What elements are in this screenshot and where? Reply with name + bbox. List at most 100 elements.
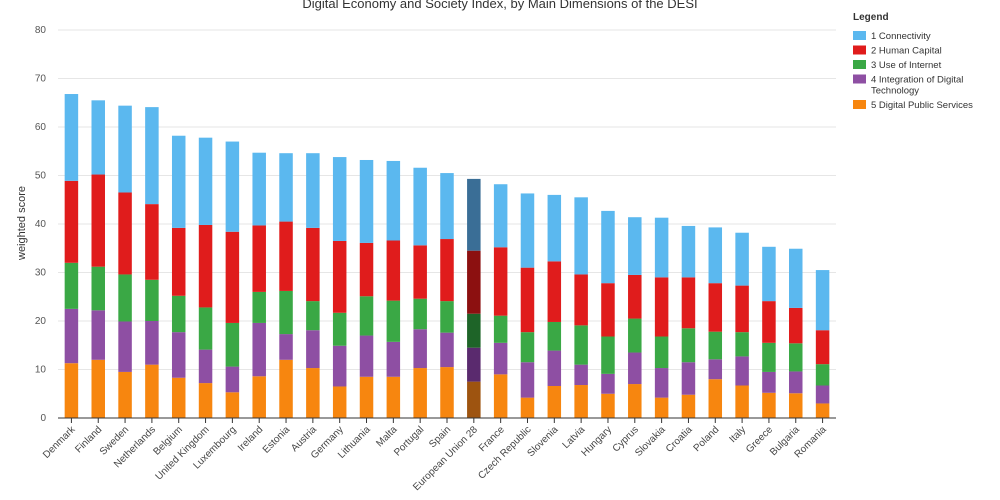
bar-segment[interactable]: [225, 392, 240, 418]
bar-segment[interactable]: [520, 362, 535, 398]
bar-segment[interactable]: [547, 350, 562, 386]
bar-segment[interactable]: [225, 322, 240, 367]
bar-segment[interactable]: [118, 105, 132, 193]
bar-segment[interactable]: [413, 167, 427, 246]
bar-segment[interactable]: [681, 277, 696, 329]
bar-segment[interactable]: [359, 376, 374, 418]
bar-segment[interactable]: [225, 366, 240, 393]
bar-segment[interactable]: [306, 368, 320, 418]
bar-segment[interactable]: [681, 394, 696, 418]
bar-segment[interactable]: [815, 330, 830, 365]
bar-segment[interactable]: [332, 240, 347, 313]
bar-segment[interactable]: [628, 318, 642, 353]
bar-segment[interactable]: [735, 232, 749, 286]
bar-segment[interactable]: [654, 368, 669, 398]
bar-segment[interactable]: [64, 94, 79, 181]
bar-segment[interactable]: [145, 107, 159, 205]
bar-segment[interactable]: [332, 312, 347, 346]
bar-segment[interactable]: [64, 363, 79, 418]
bar-segment[interactable]: [279, 359, 293, 418]
bar-segment[interactable]: [413, 298, 427, 330]
bar-segment[interactable]: [306, 227, 320, 302]
bar-segment[interactable]: [225, 141, 240, 232]
bar-segment[interactable]: [198, 224, 213, 308]
bar-segment[interactable]: [332, 345, 347, 387]
legend-label[interactable]: 4 Integration of Digital Technology: [871, 75, 963, 97]
bar-segment[interactable]: [762, 301, 776, 343]
bar-segment[interactable]: [493, 342, 508, 375]
bar-segment[interactable]: [601, 393, 615, 418]
bar-segment[interactable]: [145, 204, 159, 280]
bar-segment[interactable]: [386, 240, 401, 301]
bar-segment[interactable]: [574, 325, 588, 365]
bar-segment[interactable]: [628, 384, 642, 418]
bar-segment[interactable]: [279, 221, 293, 291]
bar-segment[interactable]: [520, 267, 535, 333]
bar-segment[interactable]: [440, 301, 454, 333]
bar-segment[interactable]: [91, 174, 105, 267]
bar-segment[interactable]: [91, 310, 105, 360]
bar-segment[interactable]: [547, 261, 562, 322]
bar-segment[interactable]: [520, 397, 535, 418]
bar-segment[interactable]: [654, 397, 669, 418]
bar-segment[interactable]: [467, 250, 481, 314]
bar-segment[interactable]: [789, 343, 803, 372]
bar-segment[interactable]: [118, 321, 132, 372]
bar-segment[interactable]: [91, 266, 105, 311]
bar-segment[interactable]: [467, 313, 481, 348]
bar-segment[interactable]: [145, 321, 159, 365]
bar-segment[interactable]: [681, 328, 696, 363]
bar-segment[interactable]: [252, 291, 266, 323]
bar-segment[interactable]: [520, 193, 535, 268]
bar-segment[interactable]: [252, 225, 266, 292]
bar-segment[interactable]: [252, 376, 266, 418]
bar-segment[interactable]: [762, 342, 776, 372]
bar-segment[interactable]: [386, 341, 401, 377]
bar-segment[interactable]: [359, 296, 374, 336]
bar-segment[interactable]: [789, 248, 803, 308]
bar-segment[interactable]: [440, 173, 454, 240]
bar-segment[interactable]: [601, 210, 615, 284]
bar-segment[interactable]: [789, 307, 803, 344]
bar-segment[interactable]: [413, 245, 427, 299]
bar-segment[interactable]: [815, 403, 830, 418]
bar-segment[interactable]: [735, 385, 749, 418]
bar-segment[interactable]: [279, 290, 293, 335]
bar-segment[interactable]: [413, 329, 427, 369]
bar-segment[interactable]: [735, 285, 749, 333]
bar-segment[interactable]: [493, 247, 508, 316]
bar-segment[interactable]: [198, 383, 213, 418]
bar-segment[interactable]: [252, 322, 266, 377]
bar-segment[interactable]: [815, 270, 830, 331]
bar-segment[interactable]: [681, 362, 696, 395]
bar-segment[interactable]: [198, 349, 213, 384]
bar-segment[interactable]: [386, 300, 401, 342]
bar-segment[interactable]: [735, 332, 749, 357]
bar-segment[interactable]: [386, 160, 401, 241]
bar-segment[interactable]: [413, 368, 427, 418]
bar-segment[interactable]: [708, 227, 723, 284]
bar-segment[interactable]: [198, 307, 213, 350]
bar-segment[interactable]: [520, 332, 535, 363]
bar-segment[interactable]: [359, 159, 374, 243]
bar-segment[interactable]: [171, 377, 186, 418]
bar-segment[interactable]: [171, 295, 186, 333]
bar-segment[interactable]: [118, 192, 132, 275]
bar-segment[interactable]: [493, 374, 508, 418]
bar-segment[interactable]: [708, 331, 723, 360]
bar-segment[interactable]: [628, 274, 642, 319]
bar-segment[interactable]: [359, 242, 374, 297]
bar-segment[interactable]: [574, 274, 588, 326]
legend-label[interactable]: 3 Use of Internet: [871, 60, 942, 71]
bar-segment[interactable]: [252, 152, 266, 226]
bar-segment[interactable]: [64, 262, 79, 309]
bar-segment[interactable]: [601, 336, 615, 374]
bar-segment[interactable]: [332, 157, 347, 241]
bar-segment[interactable]: [762, 392, 776, 418]
bar-segment[interactable]: [440, 239, 454, 302]
bar-segment[interactable]: [118, 371, 132, 418]
bar-segment[interactable]: [681, 225, 696, 278]
bar-segment[interactable]: [547, 385, 562, 418]
bar-segment[interactable]: [574, 385, 588, 418]
bar-segment[interactable]: [547, 194, 562, 262]
